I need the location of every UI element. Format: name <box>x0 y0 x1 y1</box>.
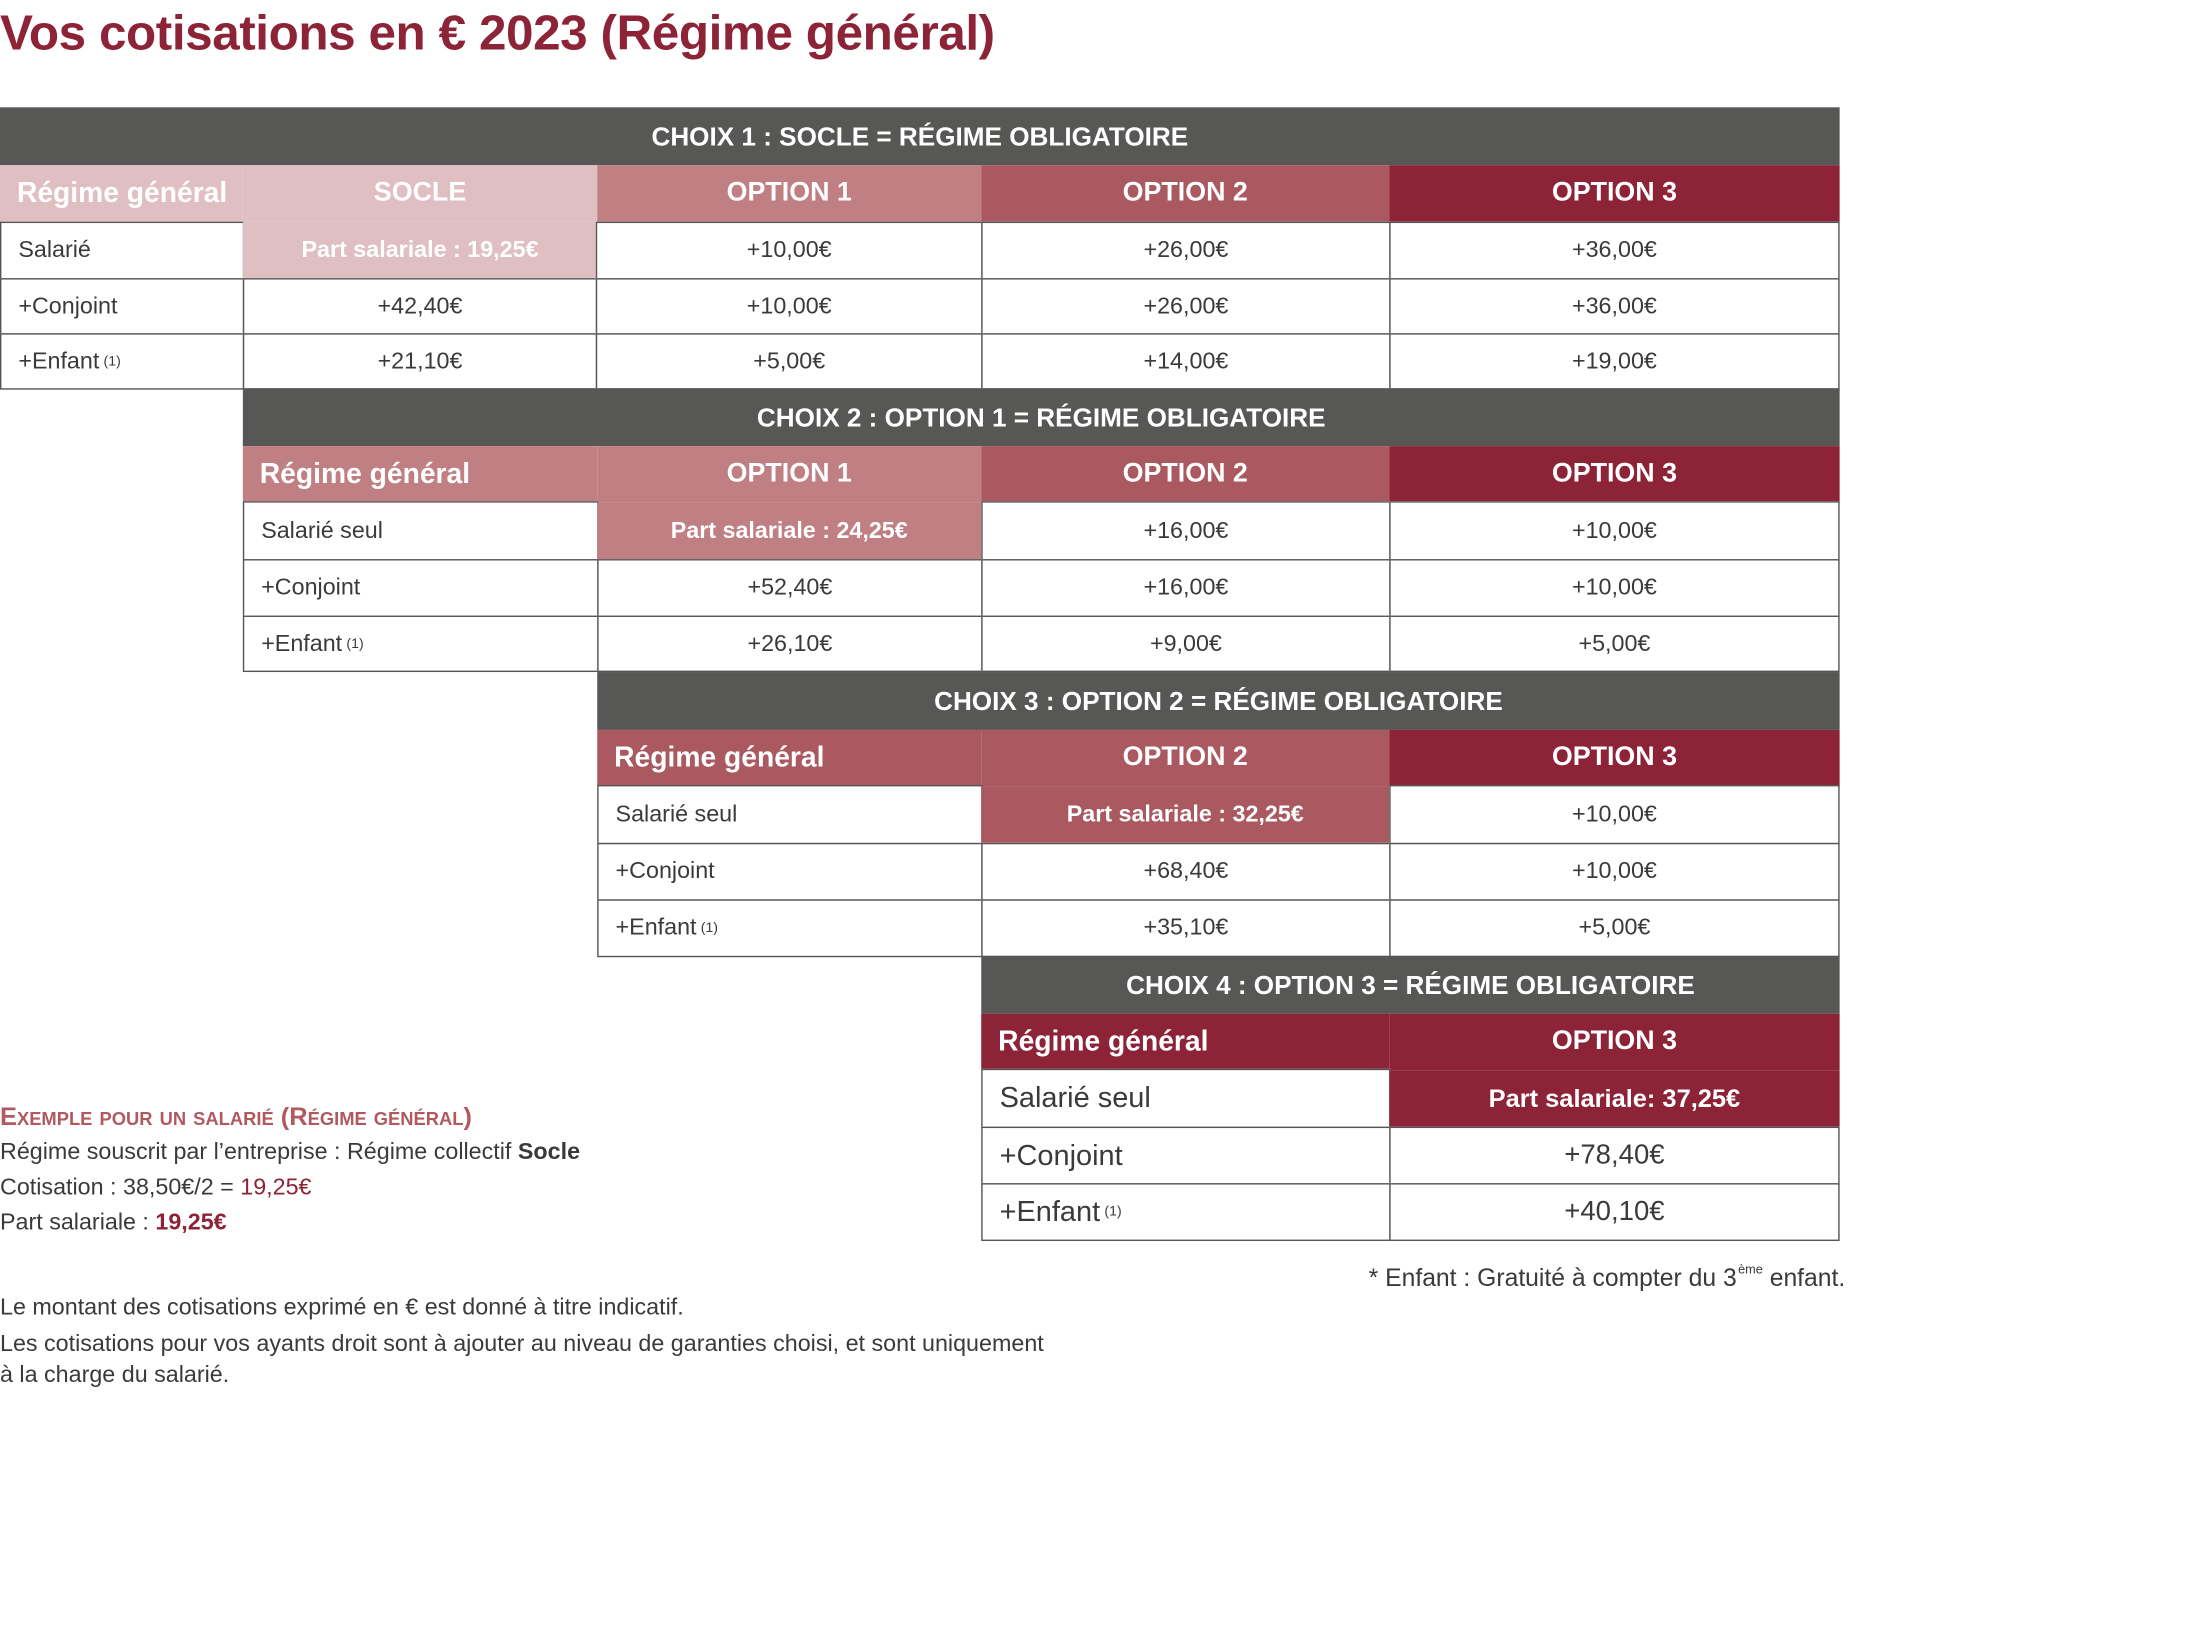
choix2-salarie-option2: +16,00€ <box>981 501 1391 561</box>
choix3-row-salarie-label: Salarié seul <box>597 784 983 845</box>
choix4-header-regime: Régime général <box>981 1013 1390 1071</box>
choix1-salarie-option2: +26,00€ <box>981 221 1391 280</box>
choix2-row-enfant-label: +Enfant (1) <box>242 615 599 673</box>
choix3-enfant-option3: +5,00€ <box>1389 899 1840 958</box>
choix3-row-conjoint-label: +Conjoint <box>597 842 983 901</box>
choix1-header-option1: OPTION 1 <box>597 165 982 222</box>
choix1-conjoint-option2: +26,00€ <box>981 278 1391 335</box>
row-label-text: +Enfant <box>999 1195 1101 1228</box>
choix4-part-salariale: Part salariale: 37,25€ <box>1389 1070 1840 1127</box>
child-free-note: * Enfant : Gratuité à compter du 3ème en… <box>1369 1262 1846 1293</box>
example-cotisation-value: 19,25€ <box>240 1174 312 1201</box>
choix3-header-regime: Régime général <box>597 729 982 787</box>
choix1-salarie-option1: +10,00€ <box>595 221 983 280</box>
choix2-salarie-option3: +10,00€ <box>1389 501 1840 561</box>
choix2-enfant-option1: +26,10€ <box>597 615 983 673</box>
choix2-header-option1: OPTION 1 <box>597 446 982 503</box>
choix1-header-option3: OPTION 3 <box>1389 165 1840 222</box>
choix3-header-option3: OPTION 3 <box>1389 729 1840 787</box>
choix1-row-conjoint-label: +Conjoint <box>0 278 245 335</box>
choix3-salarie-option3: +10,00€ <box>1389 784 1840 845</box>
choix1-header-regime: Régime général <box>0 165 243 222</box>
footnote-marker: (1) <box>700 920 719 937</box>
choix4-header-option3: OPTION 3 <box>1389 1013 1840 1071</box>
example-line-text: Cotisation : 38,50€/2 = <box>0 1174 241 1201</box>
choix2-header-option2: OPTION 2 <box>981 446 1390 503</box>
example-title: Exemple pour un salarié (Régime général) <box>0 1102 472 1131</box>
example-line-text: Régime souscrit par l’entreprise : Régim… <box>0 1139 518 1165</box>
choix1-header-socle: SOCLE <box>242 165 598 222</box>
footnote-marker: (1) <box>103 353 121 370</box>
choix3-enfant-option2: +35,10€ <box>981 899 1391 958</box>
choix1-row-salarie-label: Salarié <box>0 221 245 280</box>
choix3-conjoint-option2: +68,40€ <box>981 842 1391 901</box>
choix2-conjoint-option2: +16,00€ <box>981 559 1391 617</box>
choix2-part-salariale: Part salariale : 24,25€ <box>597 502 982 560</box>
example-part-value: 19,25€ <box>155 1209 227 1236</box>
choix4-row-conjoint-label: +Conjoint <box>981 1126 1391 1185</box>
choix1-conjoint-option1: +10,00€ <box>595 278 983 335</box>
choix2-row-salarie-label: Salarié seul <box>242 501 599 561</box>
row-label-text: +Enfant <box>261 630 343 656</box>
choix3-row-enfant-label: +Enfant (1) <box>597 899 983 958</box>
row-label-text: +Enfant <box>615 914 697 941</box>
note-superscript: ème <box>1738 1262 1763 1277</box>
choix2-conjoint-option1: +52,40€ <box>597 559 983 617</box>
choix1-row-enfant-label: +Enfant (1) <box>0 333 245 390</box>
choix3-conjoint-option3: +10,00€ <box>1389 842 1840 901</box>
example-line-cotisation: Cotisation : 38,50€/2 = 19,25€ <box>0 1175 311 1202</box>
example-line-part: Part salariale : 19,25€ <box>0 1210 227 1237</box>
disclaimer-line: Le montant des cotisations exprimé en € … <box>0 1294 684 1321</box>
choix1-salarie-option3: +36,00€ <box>1389 221 1840 280</box>
disclaimer-line: à la charge du salarié. <box>0 1362 230 1388</box>
footnote-marker: (1) <box>346 636 364 652</box>
choix3-part-salariale: Part salariale : 32,25€ <box>981 786 1390 843</box>
choix4-row-enfant-label: +Enfant (1) <box>981 1183 1391 1242</box>
choix1-part-salariale: Part salariale : 19,25€ <box>242 221 598 279</box>
page-title: Vos cotisations en € 2023 (Régime généra… <box>0 5 995 61</box>
choix3-band: CHOIX 3 : OPTION 2 = RÉGIME OBLIGATOIRE <box>597 672 1840 730</box>
example-line-regime: Régime souscrit par l’entreprise : Régim… <box>0 1139 580 1166</box>
choix2-header-option3: OPTION 3 <box>1389 446 1840 503</box>
choix2-row-conjoint-label: +Conjoint <box>242 559 599 617</box>
choix2-enfant-option3: +5,00€ <box>1389 615 1840 673</box>
example-regime-value: Socle <box>517 1139 581 1165</box>
choix2-header-regime: Régime général <box>242 446 598 503</box>
choix1-enfant-option2: +14,00€ <box>981 333 1391 390</box>
footnote-marker: (1) <box>1104 1204 1122 1220</box>
choix4-enfant-option3: +40,10€ <box>1389 1183 1840 1242</box>
example-line-text: Part salariale : <box>0 1209 156 1236</box>
choix1-band: CHOIX 1 : SOCLE = RÉGIME OBLIGATOIRE <box>0 107 1840 166</box>
choix2-enfant-option2: +9,00€ <box>981 615 1391 673</box>
choix4-row-salarie-label: Salarié seul <box>981 1068 1391 1129</box>
choix4-band: CHOIX 4 : OPTION 3 = RÉGIME OBLIGATOIRE <box>981 955 1840 1014</box>
choix2-conjoint-option3: +10,00€ <box>1389 559 1840 617</box>
choix1-enfant-option1: +5,00€ <box>595 333 983 390</box>
choix1-conjoint-option3: +36,00€ <box>1389 278 1840 335</box>
choix3-header-option2: OPTION 2 <box>981 729 1390 787</box>
note-text: enfant. <box>1762 1263 1846 1292</box>
choix1-enfant-socle: +21,10€ <box>242 333 598 390</box>
choix1-header-option2: OPTION 2 <box>981 165 1390 222</box>
disclaimer-line: Les cotisations pour vos ayants droit so… <box>0 1331 1044 1357</box>
note-text: * Enfant : Gratuité à compter du 3 <box>1368 1263 1737 1292</box>
choix2-band: CHOIX 2 : OPTION 1 = RÉGIME OBLIGATOIRE <box>242 388 1840 447</box>
choix1-enfant-option3: +19,00€ <box>1389 333 1840 390</box>
row-label-text: +Enfant <box>18 348 100 374</box>
choix1-conjoint-socle: +42,40€ <box>242 278 598 335</box>
choix4-conjoint-option3: +78,40€ <box>1389 1126 1840 1185</box>
